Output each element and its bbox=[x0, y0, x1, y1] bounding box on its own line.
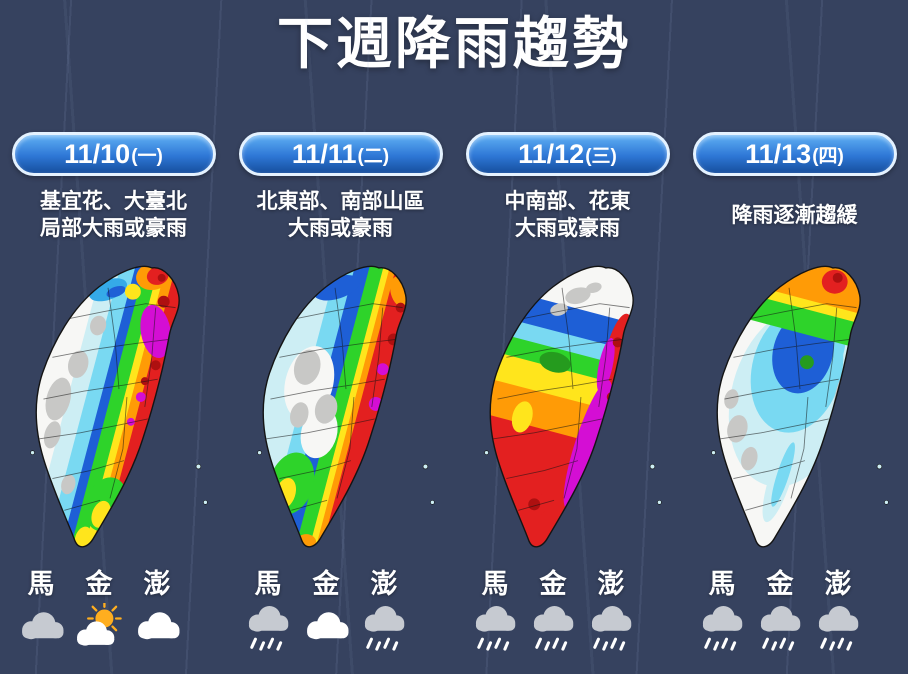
island-name: 馬 bbox=[254, 569, 282, 600]
forecast-description-2: 北東部、南部山區 大雨或豪雨 bbox=[257, 184, 425, 246]
weather-icon bbox=[355, 603, 413, 652]
island-name: 金 bbox=[85, 569, 113, 600]
desc-line: 大雨或豪雨 bbox=[288, 217, 393, 241]
desc-line: 降雨逐漸趨緩 bbox=[731, 203, 858, 227]
island-icons bbox=[693, 601, 908, 652]
page-title: 下週降雨趨勢 bbox=[277, 12, 631, 75]
day-column-3: 11/12 (三) 中南部、花東 大雨或豪雨 bbox=[454, 132, 681, 652]
offshore-islands-row-1: 馬 金 澎 bbox=[0, 562, 227, 652]
island-name: 澎 bbox=[370, 569, 398, 600]
desc-line: 局部大雨或豪雨 bbox=[40, 217, 187, 241]
weather-icon bbox=[582, 603, 640, 652]
weather-icon bbox=[297, 603, 355, 652]
date-pill-2: 11/11 (二) bbox=[238, 132, 443, 177]
desc-line: 大雨或豪雨 bbox=[515, 217, 620, 241]
weekday-label: (二) bbox=[357, 145, 390, 167]
taiwan-rainfall-map-3 bbox=[461, 250, 675, 558]
island-labels: 馬 金 澎 bbox=[693, 562, 908, 601]
weather-icon bbox=[239, 603, 297, 652]
rain-map-svg-1 bbox=[29, 266, 208, 548]
island-icons bbox=[466, 601, 681, 652]
island-name: 金 bbox=[766, 569, 794, 600]
offshore-islands-row-3: 馬 金 澎 bbox=[454, 562, 681, 652]
island-labels: 馬 金 澎 bbox=[239, 562, 454, 601]
forecast-description-4: 降雨逐漸趨緩 bbox=[732, 184, 858, 246]
island-labels: 馬 金 澎 bbox=[12, 562, 227, 601]
weather-icon bbox=[12, 603, 70, 652]
island-icons bbox=[12, 601, 227, 652]
island-name: 馬 bbox=[481, 569, 509, 600]
taiwan-rainfall-map-2 bbox=[234, 250, 448, 558]
date-label: 11/10 bbox=[64, 138, 131, 169]
date-pill-4: 11/13 (四) bbox=[692, 132, 897, 177]
offshore-islands-row-2: 馬 金 澎 bbox=[227, 562, 454, 652]
island-name: 澎 bbox=[597, 569, 625, 600]
date-label: 11/12 bbox=[518, 138, 585, 169]
offshore-islands-row-4: 馬 金 澎 bbox=[681, 562, 908, 652]
island-labels: 馬 金 澎 bbox=[466, 562, 681, 601]
rain-map-svg-2 bbox=[256, 266, 435, 548]
date-label: 11/11 bbox=[291, 138, 357, 169]
forecast-description-3: 中南部、花東 大雨或豪雨 bbox=[505, 184, 631, 246]
date-label: 11/13 bbox=[745, 138, 812, 169]
island-name: 澎 bbox=[824, 569, 852, 600]
weekday-label: (三) bbox=[585, 145, 617, 167]
island-name: 澎 bbox=[143, 569, 171, 600]
rain-map-svg-4 bbox=[710, 266, 889, 548]
weather-icon bbox=[466, 603, 524, 652]
weather-icon bbox=[524, 603, 582, 652]
weather-icon bbox=[751, 603, 809, 652]
island-name: 金 bbox=[312, 569, 340, 600]
weather-icon bbox=[70, 603, 128, 652]
weather-icon bbox=[693, 603, 751, 652]
desc-line: 中南部、花東 bbox=[504, 189, 631, 213]
weekday-label: (四) bbox=[812, 145, 844, 167]
island-name: 馬 bbox=[27, 569, 55, 600]
island-name: 馬 bbox=[708, 569, 736, 600]
day-column-2: 11/11 (二) 北東部、南部山區 大雨或豪雨 bbox=[227, 132, 454, 652]
taiwan-rainfall-map-1 bbox=[7, 250, 221, 558]
forecast-columns: 11/10 (一) 基宜花、大臺北 局部大雨或豪雨 bbox=[0, 132, 908, 652]
taiwan-rainfall-map-4 bbox=[688, 250, 902, 558]
date-pill-1: 11/10 (一) bbox=[11, 132, 216, 177]
rain-map-svg-3 bbox=[483, 266, 662, 548]
date-pill-3: 11/12 (三) bbox=[465, 132, 670, 177]
desc-line: 基宜花、大臺北 bbox=[40, 189, 187, 213]
forecast-description-1: 基宜花、大臺北 局部大雨或豪雨 bbox=[40, 184, 187, 246]
weather-icon bbox=[809, 603, 867, 652]
island-name: 金 bbox=[539, 569, 567, 600]
desc-line: 北東部、南部山區 bbox=[256, 189, 425, 213]
island-icons bbox=[239, 601, 454, 652]
weather-icon bbox=[128, 603, 186, 652]
day-column-1: 11/10 (一) 基宜花、大臺北 局部大雨或豪雨 bbox=[0, 132, 227, 652]
day-column-4: 11/13 (四) 降雨逐漸趨緩 bbox=[681, 132, 908, 652]
weekday-label: (一) bbox=[131, 145, 163, 167]
